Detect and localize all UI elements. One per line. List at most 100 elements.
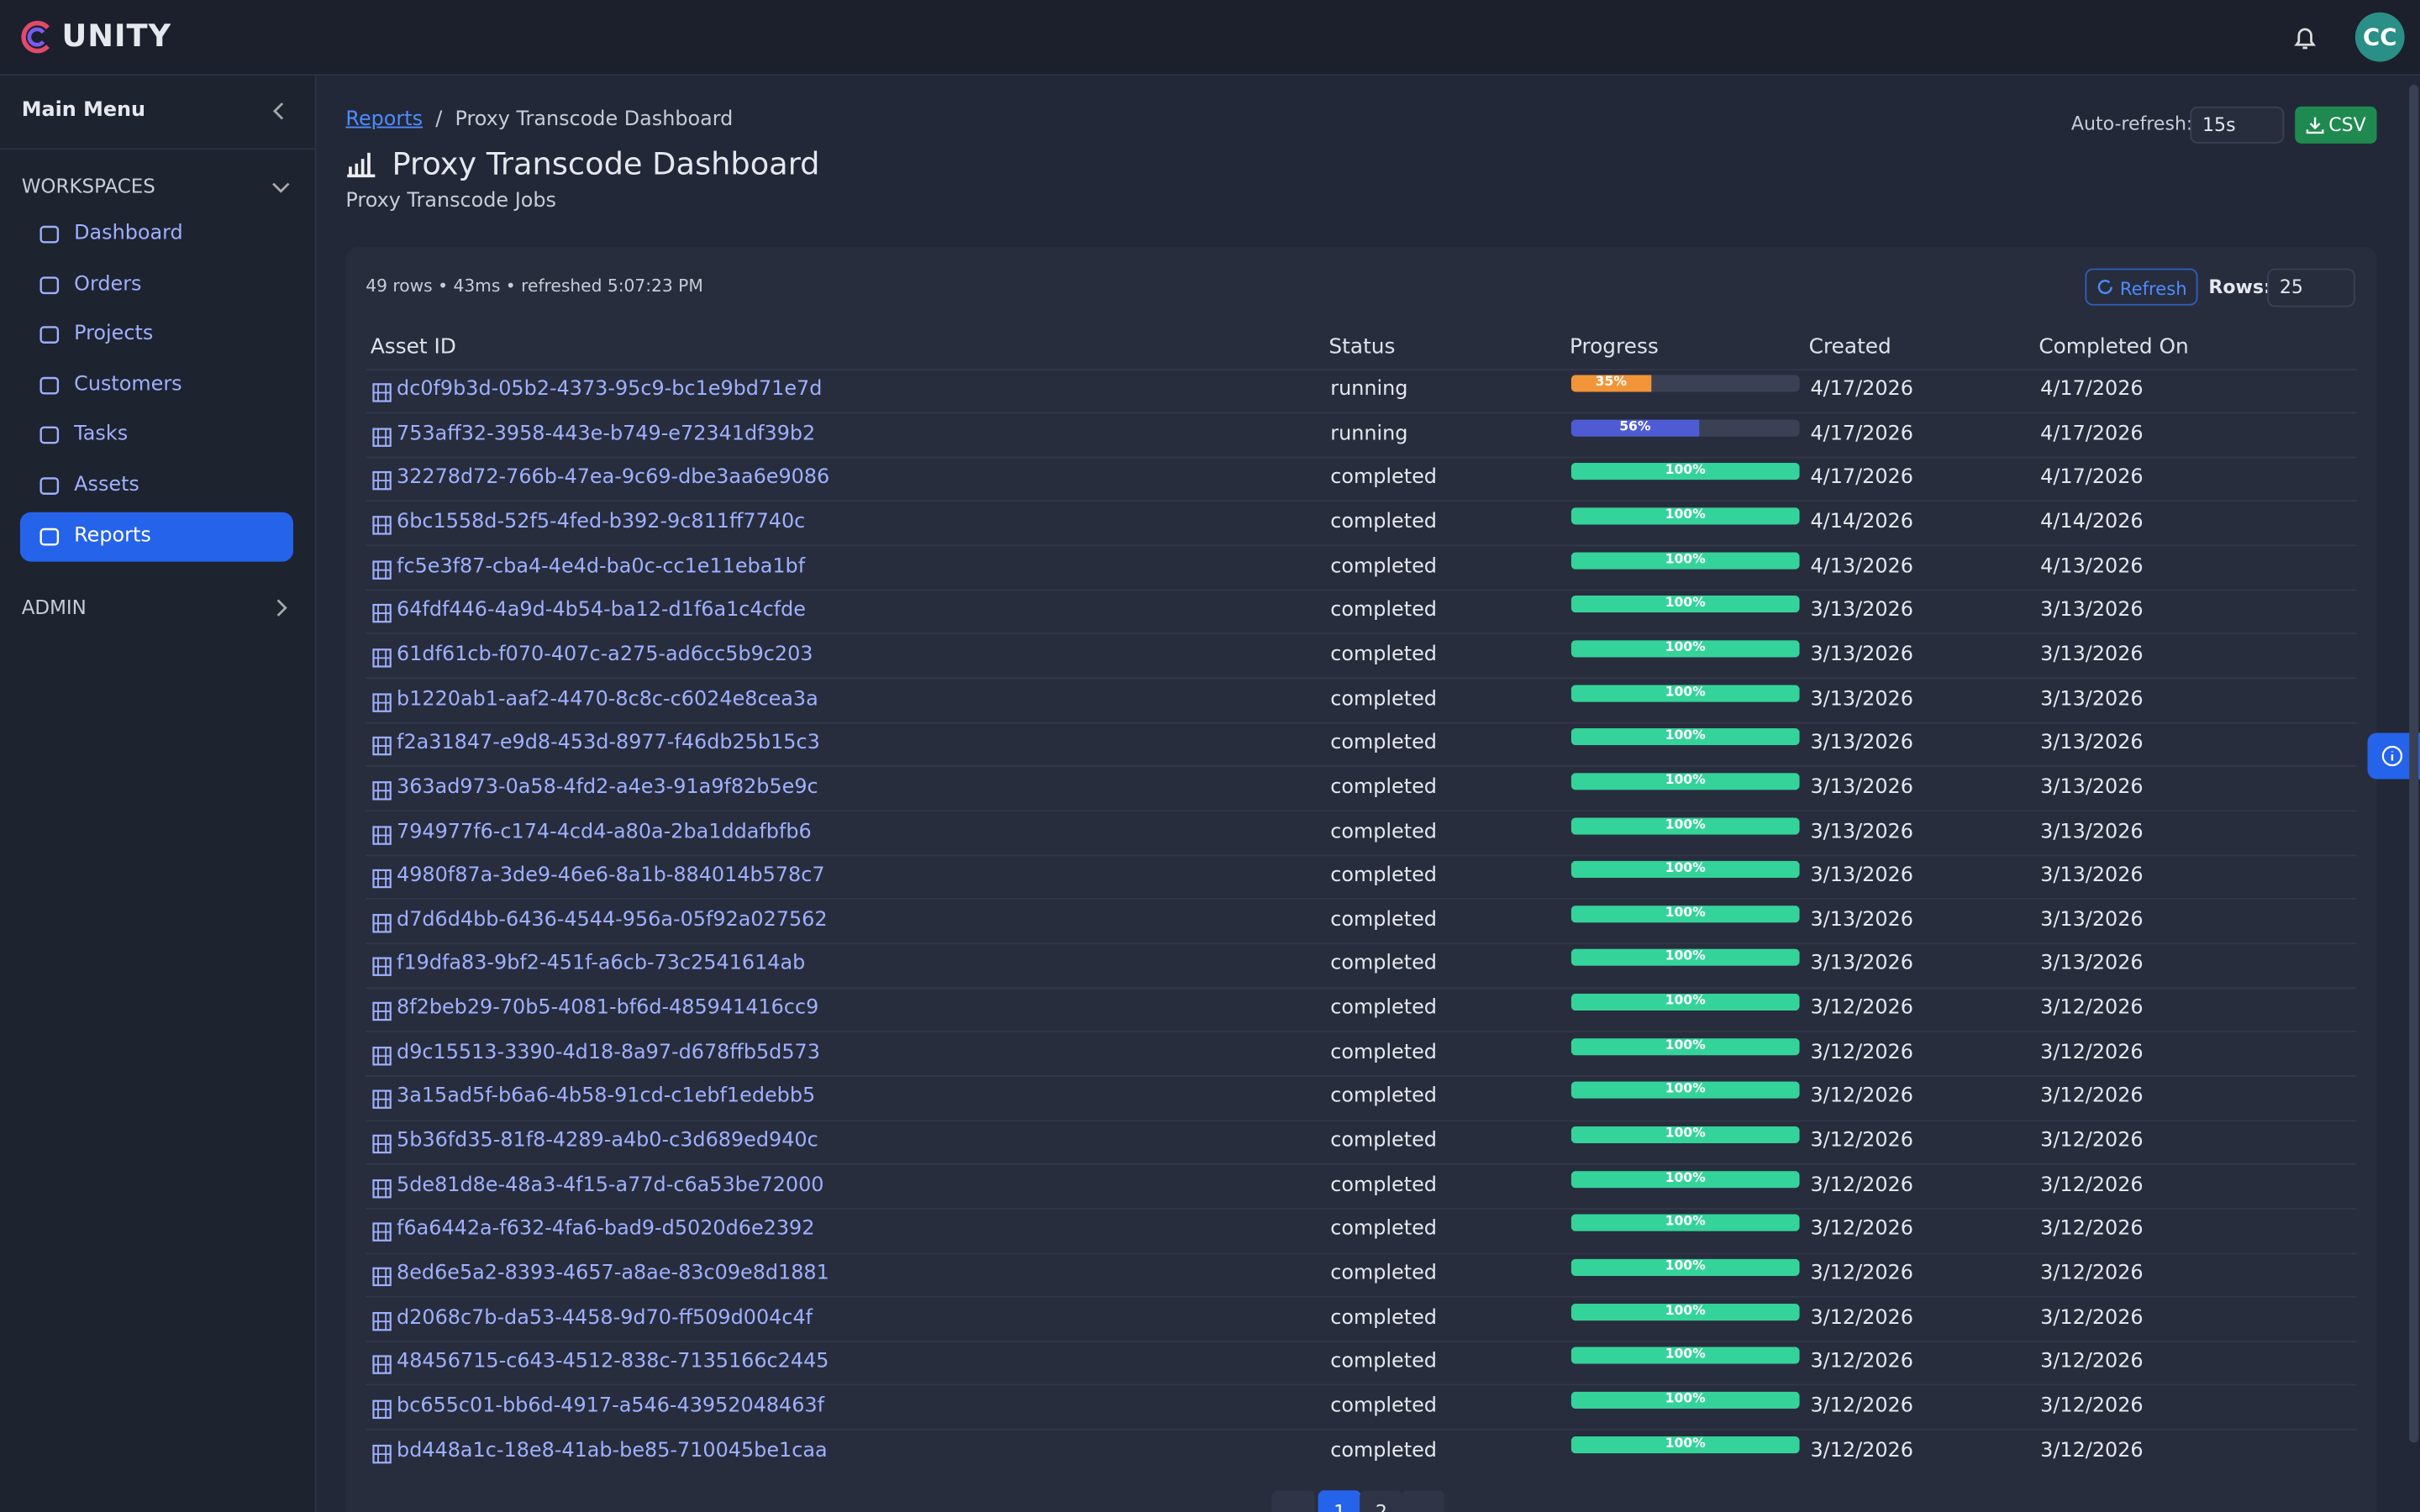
completed: 4/17/2026 [2040,466,2144,490]
progress-label: 100% [1665,772,1706,789]
asset-link[interactable]: bc655c01-bb6d-4917-a546-43952048463f [397,1394,825,1418]
progress-track: 100% [1570,1258,1800,1276]
asset-link[interactable]: f6a6442a-f632-4fa6-bad9-d5020d6e2392 [397,1217,815,1242]
page-next[interactable] [1401,1490,1445,1512]
chevron[interactable] [271,177,290,196]
completed: 3/12/2026 [2040,1262,2144,1286]
bell-icon[interactable] [2292,24,2318,52]
asset-link[interactable]: 4980f87a-3de9-46e6-8a1b-884014b578c7 [397,864,825,888]
page-prev[interactable] [1271,1490,1315,1512]
asset-icon [372,1308,392,1331]
asset-link[interactable]: 61df61cb-f070-407c-a275-ad6cc5b9c203 [397,643,813,667]
column-header: Status [1328,334,1396,360]
avatar[interactable]: CC [2354,12,2405,62]
created: 3/13/2026 [1810,820,1913,843]
progress-fill [1570,861,1800,879]
asset-link[interactable]: d9c15513-3390-4d18-8a97-d678ffb5d573 [397,1041,820,1064]
progress-label: 56% [1619,418,1651,435]
created: 4/17/2026 [1810,466,1913,490]
rows-select[interactable]: 25 [2267,268,2355,307]
progress-label: 100% [1665,463,1706,479]
progress-label: 100% [1665,684,1706,701]
nav-label: Orders [74,272,142,296]
asset-link[interactable]: fc5e3f87-cba4-4e4d-ba0c-cc1e11eba1bf [397,554,806,579]
logo[interactable]: UNITY [61,17,171,55]
asset-link[interactable]: d2068c7b-da53-4458-9d70-ff509d004c4f [397,1306,813,1330]
progress-track: 100% [1570,772,1800,790]
created: 3/13/2026 [1810,687,1913,711]
asset-link[interactable]: 753aff32-3958-443e-b749-e72341df39b2 [397,422,816,446]
asset-link[interactable]: d7d6d4bb-6436-4544-956a-05f92a027562 [397,908,828,932]
asset-link[interactable]: b1220ab1-aaf2-4470-8c8c-c6024e8cea3a [397,687,818,711]
progress-track: 100% [1570,861,1800,879]
created: 3/12/2026 [1810,1129,1913,1153]
page-button[interactable]: 1 [1318,1490,1362,1512]
progress-fill [1570,1436,1800,1453]
page-title: Proxy Transcode Dashboard [392,144,820,182]
asset-icon [372,1131,392,1154]
created: 4/14/2026 [1810,510,1913,534]
created: 4/17/2026 [1810,378,1913,402]
status: completed [1330,1350,1437,1374]
asset-link[interactable]: 794977f6-c174-4cd4-a80a-2ba1ddafbfb6 [397,820,812,843]
asset-link[interactable]: 3a15ad5f-b6a6-4b58-91cd-c1ebf1edebb5 [397,1084,816,1109]
nav-item[interactable]: Dashboard [20,210,293,260]
asset-link[interactable]: 48456715-c643-4512-838c-7135166c2445 [397,1350,829,1374]
asset-link[interactable]: 6bc1558d-52f5-4fed-b392-9c811ff7740c [397,510,806,534]
created: 3/12/2026 [1810,1350,1913,1374]
asset-link[interactable]: 5b36fd35-81f8-4289-a4b0-c3d689ed940c [397,1129,818,1153]
section-label[interactable]: WORKSPACES [21,174,155,198]
progress-label: 100% [1665,1391,1706,1407]
status: completed [1330,1084,1437,1109]
status: completed [1330,510,1437,534]
row-divider [366,810,2357,812]
completed: 3/12/2026 [2040,1217,2144,1242]
progress-track: 100% [1570,551,1800,570]
created: 3/12/2026 [1810,1262,1913,1286]
asset-link[interactable]: 363ad973-0a58-4fd2-a4e3-91a9f82b5e9c [397,775,818,800]
asset-icon [372,1087,392,1110]
progress-fill [1570,1126,1800,1144]
breadcrumb-link[interactable]: Reports [345,108,424,132]
nav-item[interactable]: Tasks [20,411,293,460]
refresh-button[interactable]: Refresh [2085,268,2198,306]
asset-link[interactable]: dc0f9b3d-05b2-4373-95c9-bc1e9bd71e7d [397,378,823,402]
asset-link[interactable]: 64fdf446-4a9d-4b54-ba12-d1f6a1c4cfde [397,599,807,622]
section-label[interactable]: ADMIN [21,596,87,619]
created: 3/13/2026 [1810,864,1913,888]
row-divider [366,1119,2357,1121]
nav-item[interactable]: Customers [20,360,293,410]
asset-link[interactable]: f19dfa83-9bf2-451f-a6cb-73c2541614ab [397,953,806,976]
asset-link[interactable]: 8ed6e5a2-8393-4657-a8ae-83c09e8d1881 [397,1262,829,1286]
sidebar: Main Menu WORKSPACES Dashboard Orders Proje… [0,76,317,1512]
nav-label: Reports [74,523,151,548]
completed: 3/12/2026 [2040,1394,2144,1418]
progress-track: 100% [1570,1215,1800,1232]
progress-fill [1570,905,1800,922]
row-divider [366,1207,2357,1210]
completed: 3/12/2026 [2040,1306,2144,1330]
progress-fill [1570,728,1800,746]
collapse-icon[interactable] [271,102,287,120]
asset-link[interactable]: 8f2beb29-70b5-4081-bf6d-485941416cc9 [397,996,819,1021]
nav-item[interactable]: Orders [20,260,293,310]
created: 3/12/2026 [1810,1173,1913,1197]
csv-button[interactable]: CSV [2295,106,2377,144]
asset-link[interactable]: f2a31847-e9d8-453d-8977-f46db25b15c3 [397,731,820,755]
asset-link[interactable]: bd448a1c-18e8-41ab-be85-710045be1caa [397,1438,828,1462]
asset-link[interactable]: 5de81d8e-48a3-4f15-a77d-c6a53be72000 [397,1173,824,1197]
nav-item[interactable]: Assets [20,461,293,511]
row-divider [366,412,2357,414]
progress-track: 100% [1570,728,1800,746]
chevron[interactable] [271,599,290,617]
created: 3/12/2026 [1810,1041,1913,1064]
asset-link[interactable]: 32278d72-766b-47ea-9c69-dbe3aa6e9086 [397,466,830,490]
nav-item[interactable]: Projects [20,311,293,360]
page-button[interactable]: 2 [1360,1490,1403,1512]
scrollbar[interactable] [2409,85,2419,1443]
created: 3/13/2026 [1810,643,1913,667]
progress-label: 100% [1665,507,1706,523]
nav-item[interactable]: Reports [19,512,293,561]
auto-refresh-select[interactable]: 15s [2190,106,2285,144]
